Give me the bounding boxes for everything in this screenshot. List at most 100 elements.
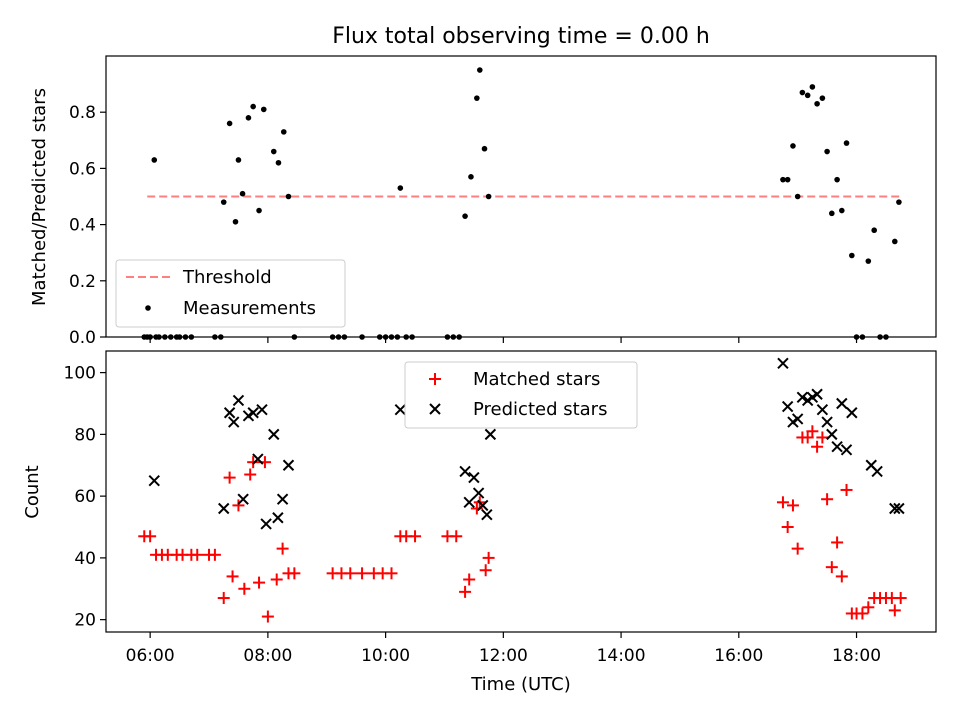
marker-stroke (826, 428, 838, 441)
measurement-point (462, 213, 468, 219)
predicted-stars-series (148, 357, 905, 530)
measurement-point (245, 115, 252, 121)
measurement-point (824, 148, 830, 155)
matched-star-marker (862, 601, 875, 614)
marker-stroke (816, 403, 829, 416)
ratio-y-tick-label: 0.2 (69, 272, 96, 292)
marker-stroke (247, 407, 259, 419)
marker-stroke (228, 416, 240, 428)
measurement-point (468, 174, 474, 180)
marker-stroke (218, 502, 230, 515)
matched-legend-label: Matched stars (473, 369, 600, 390)
predicted-star-marker (889, 502, 901, 515)
marker-stroke (463, 496, 475, 509)
measurement-point (794, 193, 801, 200)
matched-star-marker (825, 561, 838, 574)
matched-star-marker (217, 592, 230, 605)
matched-star-marker (144, 530, 157, 543)
predicted-star-marker (256, 403, 268, 416)
predicted-star-marker (463, 496, 475, 509)
marker-stroke (811, 388, 823, 400)
marker-stroke (468, 471, 480, 484)
predicted-star-marker (777, 357, 789, 370)
predicted-star-marker (268, 428, 280, 441)
predicted-star-marker (282, 459, 295, 471)
marker-stroke (840, 444, 853, 456)
matched-star-marker (270, 573, 283, 586)
matched-star-marker (409, 530, 422, 543)
marker-stroke (148, 474, 160, 487)
predicted-star-marker (232, 394, 245, 407)
matched-star-marker (276, 542, 289, 555)
count-panel: 20 40 60 80 100 06:00 08:00 10:00 12:00 14:00 16:… (22, 350, 937, 695)
predicted-star-marker (816, 403, 829, 416)
marker-stroke (282, 459, 295, 471)
matched-star-marker (482, 551, 495, 564)
measurement-point (849, 252, 855, 259)
marker-stroke (459, 465, 471, 478)
count-y-tick-label: 100 (64, 364, 96, 384)
measurements-legend-label: Measurements (183, 298, 316, 319)
count-plot-area (138, 357, 907, 623)
measurement-point (799, 89, 806, 96)
count-axes-frame (105, 350, 937, 633)
measurement-point (275, 159, 282, 166)
measurement-point (891, 238, 898, 245)
chart-title: Flux total observing time = 0.00 h (332, 24, 710, 49)
predicted-star-marker (781, 400, 794, 413)
count-x-tick-label: 16:00 (714, 646, 763, 666)
predicted-star-marker (481, 508, 493, 521)
marker-stroke (252, 453, 264, 465)
marker-stroke (781, 400, 794, 413)
marker-stroke (232, 394, 245, 407)
predicted-star-marker (468, 471, 480, 484)
ratio-legend: Threshold Measurements (115, 259, 346, 328)
predicted-star-marker (871, 465, 883, 478)
matched-star-marker (786, 499, 799, 512)
count-y-tick-label: 60 (74, 487, 96, 507)
ratio-axes-frame (105, 55, 937, 338)
matched-star-marker (385, 567, 398, 580)
matched-star-marker (238, 582, 251, 595)
count-legend-box (404, 361, 638, 429)
matched-star-marker (821, 493, 834, 506)
ratio-y-axis-label: Matched/Predicted stars (29, 88, 50, 306)
measurement-point (239, 190, 246, 197)
predicted-star-marker (821, 416, 833, 428)
matched-star-marker (781, 521, 794, 534)
predicted-star-marker (459, 465, 471, 478)
matched-star-marker (791, 542, 804, 555)
marker-stroke (865, 459, 877, 471)
count-x-tick-label: 12:00 (479, 646, 528, 666)
count-y-ticks: 20 40 60 80 100 (64, 364, 106, 631)
measurement-point (256, 207, 262, 214)
predicted-star-marker (148, 474, 160, 487)
measurement-point (829, 210, 835, 217)
count-x-tick-label: 14:00 (597, 646, 646, 666)
measurement-point (871, 227, 877, 234)
matched-star-marker (288, 567, 301, 580)
measurement-point (814, 100, 820, 107)
measurement-point (819, 95, 826, 101)
predicted-star-marker (796, 391, 809, 404)
matched-star-marker (450, 530, 463, 543)
predicted-star-marker (811, 388, 823, 400)
count-x-tick-label: 06:00 (126, 646, 175, 666)
matched-star-marker (356, 567, 369, 580)
count-x-ticks: 06:00 08:00 10:00 12:00 14:00 16:00 18:00 (126, 632, 881, 666)
measurement-point (285, 193, 292, 200)
matched-star-marker (247, 456, 260, 469)
ratio-y-ticks: 0.0 0.2 0.4 0.6 0.8 (69, 103, 858, 348)
predicted-legend-swatch (429, 403, 441, 415)
predicted-star-marker (276, 493, 289, 505)
marker-stroke (796, 391, 809, 404)
marker-stroke (268, 428, 280, 441)
predicted-star-marker (218, 502, 230, 515)
measurement-point (235, 157, 242, 163)
matched-star-marker (806, 425, 819, 438)
matched-star-marker (831, 536, 844, 549)
predicted-star-marker (826, 428, 838, 441)
ratio-y-tick-label: 0.0 (69, 328, 96, 348)
matched-star-marker (261, 610, 274, 623)
